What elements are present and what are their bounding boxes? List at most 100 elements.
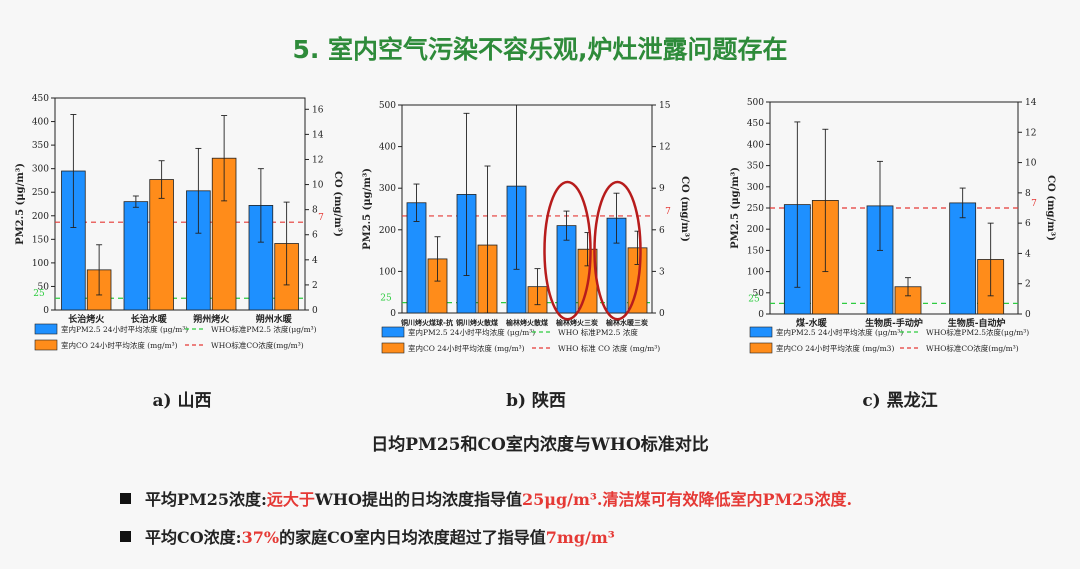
right-tick-label: 9 xyxy=(659,184,665,194)
category-label: 朔州水暖 xyxy=(256,313,293,325)
left-axis-label: PM2.5 (μg/m³) xyxy=(730,167,741,249)
legend-label: 室内CO 24小时平均浓度 (mg/m³) xyxy=(61,340,178,350)
bullet-co-highlight2: 7mg/m³ xyxy=(545,528,615,547)
left-tick-label: 100 xyxy=(379,267,396,277)
category-label: 长治水暖 xyxy=(131,313,168,325)
left-tick-label: 150 xyxy=(32,235,49,245)
left-tick-label: 100 xyxy=(747,268,764,278)
left-tick-label: 300 xyxy=(379,184,396,194)
left-tick-label: 50 xyxy=(753,289,765,299)
bullet-co: 平均CO浓度:37%的家庭CO室内日均浓度超过了指导值7mg/m³ xyxy=(120,524,615,548)
who-pm-label: 25 xyxy=(33,289,45,299)
right-axis-label: CO (mg/m³) xyxy=(1045,175,1056,241)
bullet-square-icon xyxy=(120,531,131,542)
who-pm-label: 25 xyxy=(380,294,392,304)
left-axis-label: PM2.5 (μg/m³) xyxy=(15,163,26,245)
right-tick-label: 0 xyxy=(1025,310,1031,320)
left-tick-label: 250 xyxy=(747,204,764,214)
bullet-pm25-label: 平均PM25浓度: xyxy=(145,490,267,509)
right-tick-label: 10 xyxy=(312,181,324,191)
left-tick-label: 250 xyxy=(32,188,49,198)
category-label: 榆林烤火三炭 xyxy=(556,318,598,327)
left-tick-label: 450 xyxy=(32,94,49,104)
category-label: 榆林水暖三炭 xyxy=(606,318,648,327)
right-axis-label: CO (mg/m³) xyxy=(679,176,690,242)
category-label: 煤-水暖 xyxy=(796,317,828,329)
left-tick-label: 100 xyxy=(32,259,49,269)
right-tick-label: 8 xyxy=(312,206,318,216)
legend-label: 室内CO 24小时平均浓度 (mg/m3) xyxy=(776,343,894,353)
category-label: 生物质-手动炉 xyxy=(865,317,923,329)
left-tick-label: 500 xyxy=(747,98,764,108)
chart-shaanxi: 0 100 200 300 400 500 0 3 6 9 12 15 PM2.5 (μg/m³) CO … xyxy=(362,101,690,354)
plot-frame xyxy=(401,104,653,314)
bullet-pm25-highlight: 远大于 xyxy=(266,490,315,509)
left-tick-label: 150 xyxy=(747,246,764,256)
who-co-label: 7 xyxy=(318,213,324,223)
legend-swatch xyxy=(749,326,773,338)
right-tick-label: 6 xyxy=(312,231,318,241)
right-tick-label: 8 xyxy=(1025,189,1031,199)
legend-label: 室内PM2.5 24小时平均浓度 (μg/m³) xyxy=(408,327,535,337)
who-pm-label: 25 xyxy=(748,294,760,304)
right-tick-label: 6 xyxy=(1025,219,1031,229)
caption-shanxi: a) 山西 xyxy=(152,391,212,411)
bullet-square-icon xyxy=(120,493,131,504)
pm-bar xyxy=(123,201,149,311)
bullet-pm25-highlight2: 25μg/m³.清洁煤可有效降低室内PM25浓度. xyxy=(521,490,853,509)
main-caption: 日均PM25和CO室内浓度与WHO标准对比 xyxy=(371,435,709,455)
left-tick-label: 350 xyxy=(32,141,49,151)
legend-swatch xyxy=(34,323,58,335)
legend-swatch xyxy=(34,339,58,351)
right-tick-label: 12 xyxy=(659,143,670,153)
left-tick-label: 200 xyxy=(747,225,764,235)
right-tick-label: 15 xyxy=(659,101,671,111)
left-tick-label: 350 xyxy=(747,162,764,172)
highlight-ellipse xyxy=(593,180,642,321)
left-axis-label: PM2.5 (μg/m³) xyxy=(362,168,373,250)
right-tick-label: 14 xyxy=(1025,98,1037,108)
chart-shanxi: 0 50 100 150 200 250 300 350 400 450 0 2 4 6 8 10 12 14 16… xyxy=(15,94,343,351)
legend-label: WHO标准CO浓度(mg/m³) xyxy=(211,340,304,350)
legend-label: 室内CO 24小时平均浓度 (mg/m³) xyxy=(408,343,525,353)
bullet-pm25: 平均PM25浓度:远大于WHO提出的日均浓度指导值25μg/m³.清洁煤可有效降… xyxy=(120,486,852,510)
legend-label: WHO标准CO浓度(mg/m³) xyxy=(926,343,1019,353)
right-tick-label: 10 xyxy=(1025,159,1037,169)
legend-label: WHO标准PM2.5 浓度(μg/m³) xyxy=(211,324,317,334)
left-tick-label: 0 xyxy=(758,310,764,320)
category-label: 榆林烤火散煤 xyxy=(506,318,549,327)
co-bar xyxy=(149,179,174,311)
caption-heilongjiang: c) 黑龙江 xyxy=(862,391,938,411)
right-tick-label: 4 xyxy=(312,256,318,266)
legend-label: WHO 标准PM2.5 浓度 xyxy=(558,327,638,337)
right-tick-label: 12 xyxy=(1025,128,1036,138)
category-label: 朔州烤火 xyxy=(193,313,230,325)
left-tick-label: 400 xyxy=(32,118,49,128)
legend-label: 室内PM2.5 24小时平均浓度 (μg/m³) xyxy=(776,327,903,337)
bullet-co-label: 平均CO浓度: xyxy=(145,528,242,547)
bullet-co-highlight: 37% xyxy=(241,528,280,547)
right-tick-label: 12 xyxy=(312,155,323,165)
right-tick-label: 16 xyxy=(312,105,324,115)
right-tick-label: 0 xyxy=(659,309,665,319)
left-tick-label: 300 xyxy=(32,165,49,175)
left-tick-label: 0 xyxy=(43,306,49,316)
left-tick-label: 450 xyxy=(747,119,764,129)
right-tick-label: 0 xyxy=(312,306,318,316)
left-tick-label: 500 xyxy=(379,101,396,111)
legend-swatch xyxy=(749,342,773,354)
chart-heilongjiang: 0 50 100 150 200 250 300 350 400 450 500 0 2 4 6 8 10 12 1… xyxy=(730,98,1056,354)
right-tick-label: 14 xyxy=(312,130,324,140)
right-axis-label: CO (mg/m³) xyxy=(332,171,343,237)
who-co-label: 7 xyxy=(1031,199,1037,209)
bullet-pm25-text: WHO提出的日均浓度指导值 xyxy=(314,490,522,509)
right-tick-label: 3 xyxy=(659,267,665,277)
category-label: 长治烤火 xyxy=(68,313,105,325)
who-co-label: 7 xyxy=(665,207,671,217)
legend-swatch xyxy=(381,326,405,338)
right-tick-label: 2 xyxy=(1025,280,1031,290)
category-label: 铜川烤火煤球-抗 xyxy=(401,318,453,327)
left-tick-label: 0 xyxy=(390,309,396,319)
plot-frame xyxy=(54,97,306,311)
legend-label: 室内PM2.5 24小时平均浓度 (μg/m³) xyxy=(61,324,188,334)
